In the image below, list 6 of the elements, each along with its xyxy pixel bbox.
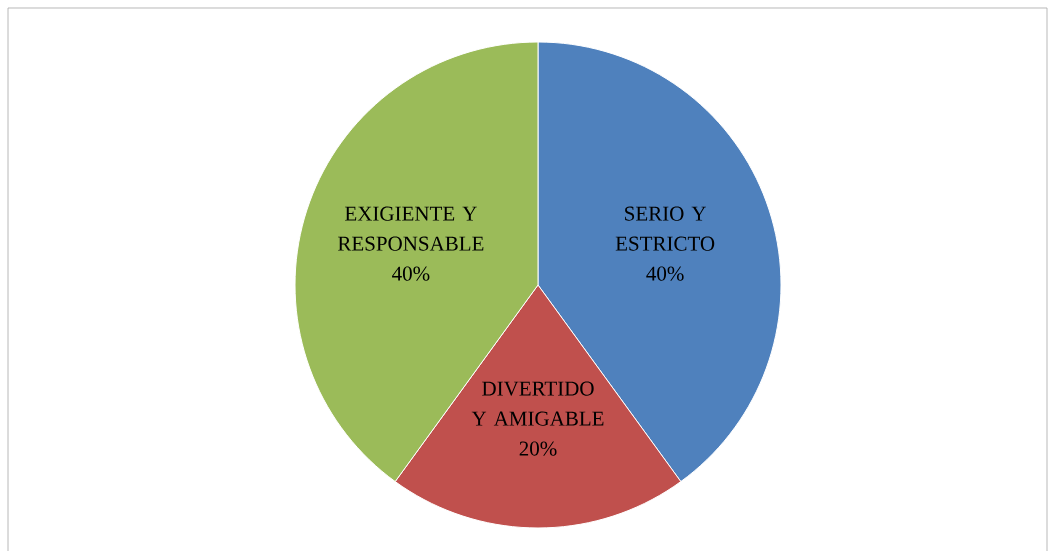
slice-label: DIVERTIDO Y AMIGABLE [471, 381, 604, 426]
slice-label: SERIO Y ESTRICTO [615, 206, 715, 251]
data-label: 40% [392, 266, 430, 281]
slice-label: EXIGIENTE Y RESPONSABLE [337, 206, 484, 251]
data-label: 20% [519, 441, 557, 456]
data-label: 40% [646, 266, 684, 281]
